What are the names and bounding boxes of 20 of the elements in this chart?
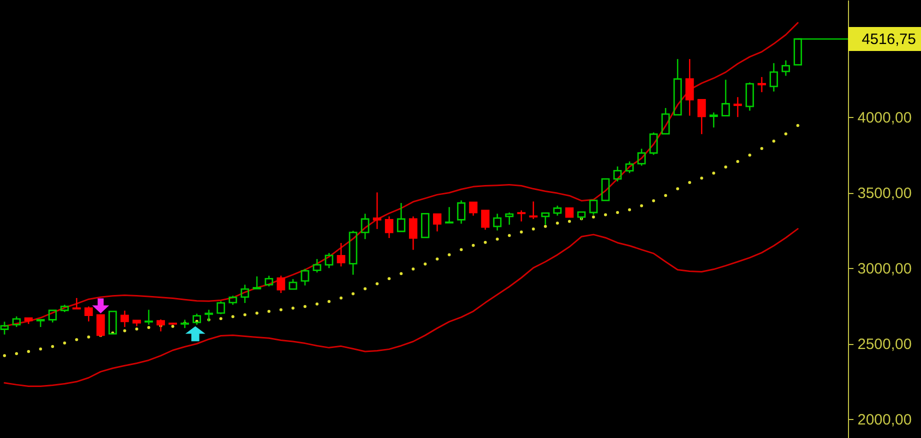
- y-tick-label: 4000,00: [858, 110, 912, 127]
- candlestick: [180, 319, 189, 329]
- candlestick: [240, 284, 250, 304]
- y-tick-label: 3500,00: [858, 185, 912, 202]
- candlestick: [408, 216, 418, 250]
- candlestick: [770, 62, 778, 92]
- candlestick: [372, 192, 382, 230]
- candlestick: [120, 310, 129, 328]
- y-tick-label: 2000,00: [858, 412, 912, 429]
- candlestick: [734, 96, 742, 118]
- candlestick: [685, 58, 694, 116]
- candlestick: [493, 213, 502, 232]
- y-tick-label: 3000,00: [858, 260, 912, 278]
- candlestick: [457, 200, 466, 224]
- candlestick: [758, 76, 766, 93]
- ref-line-label: 4516,75: [862, 31, 916, 48]
- candlestick: [782, 60, 790, 76]
- y-tick-label: 2500,00: [858, 336, 912, 354]
- line-series: [4, 228, 799, 387]
- candlestick: [360, 213, 370, 240]
